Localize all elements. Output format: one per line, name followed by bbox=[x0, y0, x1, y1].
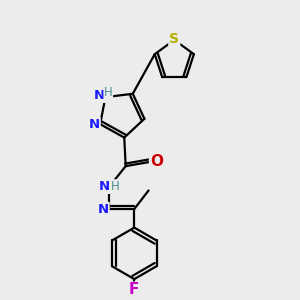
Text: F: F bbox=[129, 283, 140, 298]
Text: H: H bbox=[104, 86, 112, 99]
Text: N: N bbox=[94, 89, 105, 102]
Text: N: N bbox=[99, 180, 110, 193]
Text: O: O bbox=[150, 154, 163, 169]
Text: N: N bbox=[98, 202, 109, 215]
Text: N: N bbox=[89, 118, 100, 131]
Text: S: S bbox=[169, 32, 179, 46]
Text: H: H bbox=[110, 180, 119, 193]
